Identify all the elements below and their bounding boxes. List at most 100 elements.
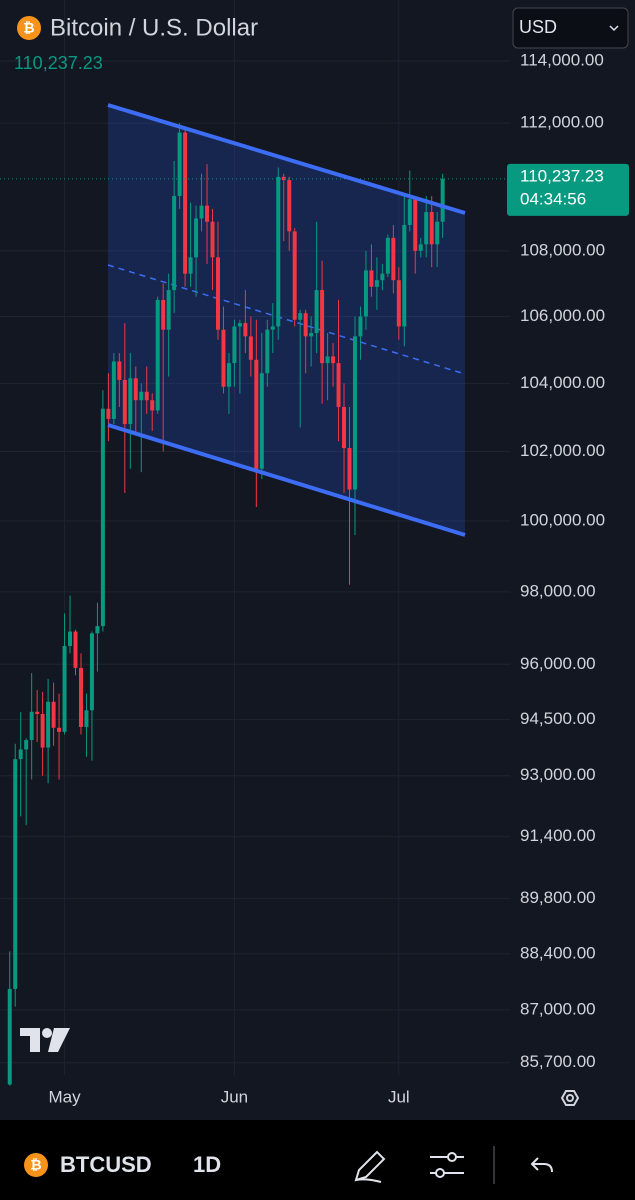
- candle-body: [396, 280, 401, 327]
- y-tick-label: 88,400.00: [520, 943, 596, 962]
- candle-body: [188, 257, 193, 274]
- interval[interactable]: 1D: [193, 1152, 221, 1177]
- candle-body: [139, 391, 144, 401]
- candle-body: [100, 408, 105, 627]
- candle-body: [358, 316, 363, 337]
- candle-body: [89, 633, 94, 711]
- candle-body: [57, 727, 62, 732]
- dropdown-arrow: [609, 25, 619, 32]
- candle-body: [84, 710, 89, 728]
- candle-body: [73, 631, 78, 668]
- candle-body: [413, 199, 418, 251]
- candle-body: [78, 667, 83, 728]
- x-tick-label: May: [48, 1087, 81, 1106]
- candle-body: [215, 257, 220, 330]
- candle-body: [402, 224, 407, 327]
- y-tick-label: 94,500.00: [520, 709, 596, 728]
- candle-body: [276, 176, 281, 327]
- channel-midline: [107, 264, 466, 375]
- candle-body: [68, 631, 73, 647]
- candle-body: [199, 205, 204, 219]
- candle-body: [270, 326, 275, 330]
- y-tick-label: 112,000.00: [520, 113, 604, 132]
- currency-select[interactable]: [512, 7, 629, 49]
- y-tick-label: 102,000.00: [520, 441, 605, 460]
- candle-body: [166, 290, 171, 330]
- candle-body: [325, 356, 330, 364]
- candle-body: [259, 373, 264, 469]
- y-tick-label: 108,000.00: [520, 240, 605, 259]
- candle-body: [226, 363, 231, 387]
- candle-body: [210, 221, 215, 258]
- candle-body: [46, 701, 51, 748]
- candle-body: [363, 270, 368, 317]
- candle-body: [243, 323, 248, 337]
- candle-body: [352, 336, 357, 490]
- candle-body: [374, 280, 379, 287]
- candle-body: [385, 237, 390, 274]
- candle-body: [435, 221, 440, 245]
- candle-body: [237, 323, 242, 327]
- last-price-label: 110,237.23: [520, 166, 604, 185]
- candle-body: [205, 205, 210, 222]
- indicator-icon[interactable]: [430, 1152, 464, 1178]
- candle-body: [150, 400, 155, 411]
- currency-label: USD: [519, 17, 557, 37]
- symbol[interactable]: BTCUSD: [60, 1152, 152, 1177]
- y-tick-label: 87,000.00: [520, 999, 596, 1018]
- candle-body: [429, 212, 434, 245]
- y-tick-label: 85,700.00: [520, 1052, 596, 1071]
- candle-body: [314, 290, 319, 334]
- candle-body: [281, 176, 286, 181]
- candle-body: [13, 759, 18, 989]
- candle-body: [254, 359, 259, 469]
- candle-body: [407, 199, 412, 225]
- candle-body: [40, 714, 45, 748]
- candle-body: [133, 378, 138, 401]
- x-tick-label: Jun: [221, 1087, 248, 1106]
- settings-icon[interactable]: [560, 1090, 580, 1106]
- y-tick-label: 104,000.00: [520, 373, 605, 392]
- candle-body: [232, 326, 237, 364]
- candle-body: [194, 218, 199, 258]
- toolbar-btc-icon: [24, 1153, 48, 1177]
- tv-logo: [20, 1028, 70, 1052]
- candle-body: [172, 196, 177, 291]
- candle-body: [106, 408, 111, 419]
- y-tick-label: 98,000.00: [520, 581, 596, 600]
- header-price: 110,237.23: [14, 53, 103, 73]
- candle-body: [111, 361, 116, 419]
- draw-icon[interactable]: [354, 1150, 386, 1183]
- y-tick-label: 96,000.00: [520, 654, 596, 673]
- btc-icon-glyph: ₿: [23, 20, 34, 36]
- undo-icon[interactable]: [530, 1157, 553, 1173]
- y-tick-label: 93,000.00: [520, 765, 596, 784]
- countdown-label: 04:34:56: [520, 189, 586, 208]
- settings-icon-center: [566, 1094, 574, 1102]
- candle-body: [29, 711, 34, 741]
- candle-body: [177, 132, 182, 197]
- candle-body: [51, 701, 56, 728]
- grid: [0, 0, 510, 1075]
- channel-fill: [108, 105, 465, 535]
- candle-body: [336, 363, 341, 408]
- channel-upper: [107, 103, 466, 215]
- btc-icon: [17, 16, 41, 40]
- y-tick-label: 91,400.00: [520, 826, 596, 845]
- candle-body: [380, 273, 385, 281]
- candle-body: [369, 270, 374, 287]
- last-price-box: [507, 163, 629, 216]
- y-tick-label: 114,000.00: [520, 51, 604, 70]
- candle-body: [161, 299, 166, 330]
- candle-body: [298, 313, 303, 320]
- candle-body: [24, 740, 29, 750]
- candle-body: [117, 361, 122, 380]
- candles: [0, 123, 510, 1086]
- candle-body: [18, 749, 23, 760]
- candle-body: [331, 356, 336, 364]
- candle-body: [320, 290, 325, 364]
- toolbar: [0, 1120, 635, 1200]
- x-tick-label: Jul: [388, 1087, 410, 1106]
